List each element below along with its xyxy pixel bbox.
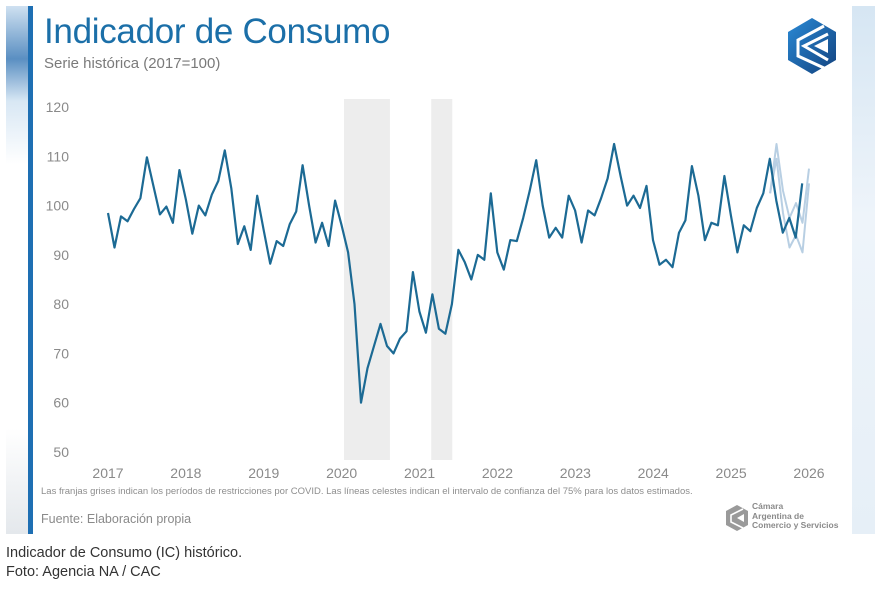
caption-line-1: Indicador de Consumo (IC) histórico. xyxy=(6,545,243,561)
org-line-2: Argentina de xyxy=(752,510,804,521)
cac-hexagon-logo-icon xyxy=(788,18,836,74)
y-tick-label: 80 xyxy=(53,296,69,312)
x-tick-label: 2018 xyxy=(170,465,201,481)
cac-small-logo-icon xyxy=(726,505,748,531)
confidence-band-lower xyxy=(769,157,810,254)
right-decoration xyxy=(852,6,875,534)
y-tick-label: 50 xyxy=(53,444,69,460)
chart-footnote: Las franjas grises indican los períodos … xyxy=(41,486,693,497)
x-tick-label: 2019 xyxy=(248,465,279,481)
cac-org-name: Cámara Argentina de Comercio y Servicios xyxy=(752,501,839,531)
chart-source: Fuente: Elaboración propia xyxy=(41,512,192,526)
org-line-3: Comercio y Servicios xyxy=(752,520,839,530)
x-tick-label: 2022 xyxy=(482,465,513,481)
x-tick-label: 2023 xyxy=(560,465,591,481)
chart-subtitle: Serie histórica (2017=100) xyxy=(44,55,221,72)
line-chart: 50 60 70 80 90 100 110 120 2017 2018 2019 2020 2021… xyxy=(46,99,825,481)
y-tick-label: 60 xyxy=(53,395,69,411)
x-tick-label: 2024 xyxy=(638,465,669,481)
covid-shading-layer xyxy=(344,99,453,460)
covid-shaded-period-2 xyxy=(431,99,453,460)
photo-caption: Indicador de Consumo (IC) histórico. Fot… xyxy=(6,544,242,582)
caption-line-2: Foto: Agencia NA / CAC xyxy=(6,564,161,580)
y-axis-ticks: 50 60 70 80 90 100 110 120 xyxy=(46,99,70,460)
x-tick-label: 2025 xyxy=(716,465,747,481)
x-tick-label: 2017 xyxy=(92,465,123,481)
y-tick-label: 100 xyxy=(46,198,70,214)
y-tick-label: 70 xyxy=(53,345,69,361)
chart-card: Indicador de Consumo Serie histórica (20… xyxy=(6,6,875,534)
series-line-main xyxy=(106,142,804,404)
y-tick-label: 120 xyxy=(46,99,70,115)
x-tick-label: 2026 xyxy=(793,465,824,481)
x-axis-ticks: 2017 2018 2019 2020 2021 2022 2023 2024 2025 2026 xyxy=(92,465,824,481)
x-tick-label: 2020 xyxy=(326,465,357,481)
x-tick-label: 2021 xyxy=(404,465,435,481)
left-decoration xyxy=(6,6,28,534)
y-tick-label: 90 xyxy=(53,247,69,263)
left-accent-bar xyxy=(28,6,33,534)
org-line-1: Cámara xyxy=(752,501,784,511)
confidence-band-upper xyxy=(769,143,810,224)
chart-title: Indicador de Consumo xyxy=(44,12,391,51)
series-layer xyxy=(106,142,810,404)
y-tick-label: 110 xyxy=(47,148,70,164)
